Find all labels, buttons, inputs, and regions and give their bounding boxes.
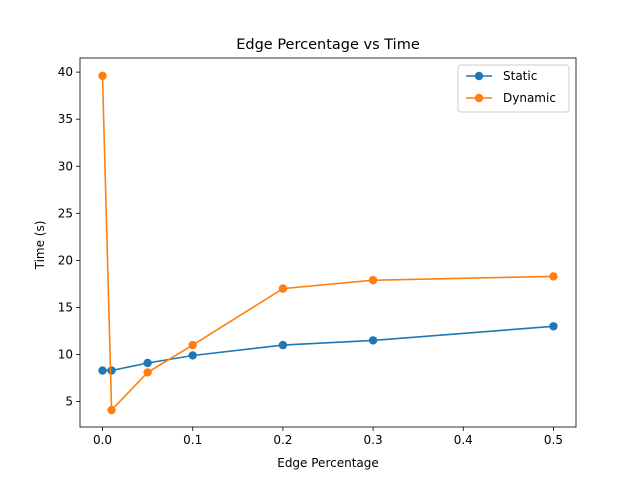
- x-tick-label: 0.3: [364, 433, 383, 447]
- y-tick-label: 20: [58, 253, 73, 267]
- data-point-dynamic: [107, 405, 116, 415]
- y-tick-label: 10: [58, 348, 73, 362]
- y-axis-label: Time (s): [33, 221, 47, 271]
- x-tick-label: 0.4: [454, 433, 473, 447]
- x-tick-label: 0.2: [273, 433, 292, 447]
- legend-marker-static: [474, 71, 484, 81]
- y-tick-label: 25: [58, 206, 73, 220]
- data-point-static: [143, 358, 152, 368]
- legend-label-dynamic: Dynamic: [503, 91, 556, 105]
- legend: Static Dynamic: [457, 64, 570, 113]
- x-tick-label: 0.1: [183, 433, 202, 447]
- data-point-dynamic: [278, 284, 288, 293]
- data-point-static: [278, 340, 288, 350]
- chart-title: Edge Percentage vs Time: [236, 37, 420, 53]
- data-point-static: [107, 366, 116, 375]
- y-tick-label: 15: [58, 300, 73, 314]
- x-tick-label: 0.0: [93, 433, 112, 447]
- data-point-static: [98, 366, 107, 375]
- y-tick-label: 40: [58, 65, 73, 79]
- data-point-dynamic: [143, 368, 152, 377]
- data-point-static: [368, 336, 378, 345]
- y-tick-label: 30: [58, 159, 73, 173]
- y-tick-label: 5: [65, 395, 73, 409]
- plot-area: 0.0 0.1 0.2 0.3 0.4 0.5 5 10 15 20 25 30 35 40: [58, 57, 577, 447]
- data-point-static: [549, 322, 558, 331]
- series-group: [98, 71, 558, 415]
- legend-label-static: Static: [503, 69, 537, 83]
- data-point-static: [188, 351, 197, 360]
- x-tick-label: 0.5: [544, 433, 563, 447]
- series-line-static: [102, 325, 554, 372]
- data-point-dynamic: [98, 71, 107, 81]
- y-tick-label: 35: [58, 112, 73, 126]
- data-point-dynamic: [368, 275, 378, 285]
- axes-frame: [79, 57, 577, 428]
- data-point-dynamic: [188, 340, 197, 350]
- legend-marker-dynamic: [474, 93, 484, 103]
- data-point-dynamic: [549, 272, 558, 281]
- x-axis-label: Edge Percentage: [277, 456, 379, 470]
